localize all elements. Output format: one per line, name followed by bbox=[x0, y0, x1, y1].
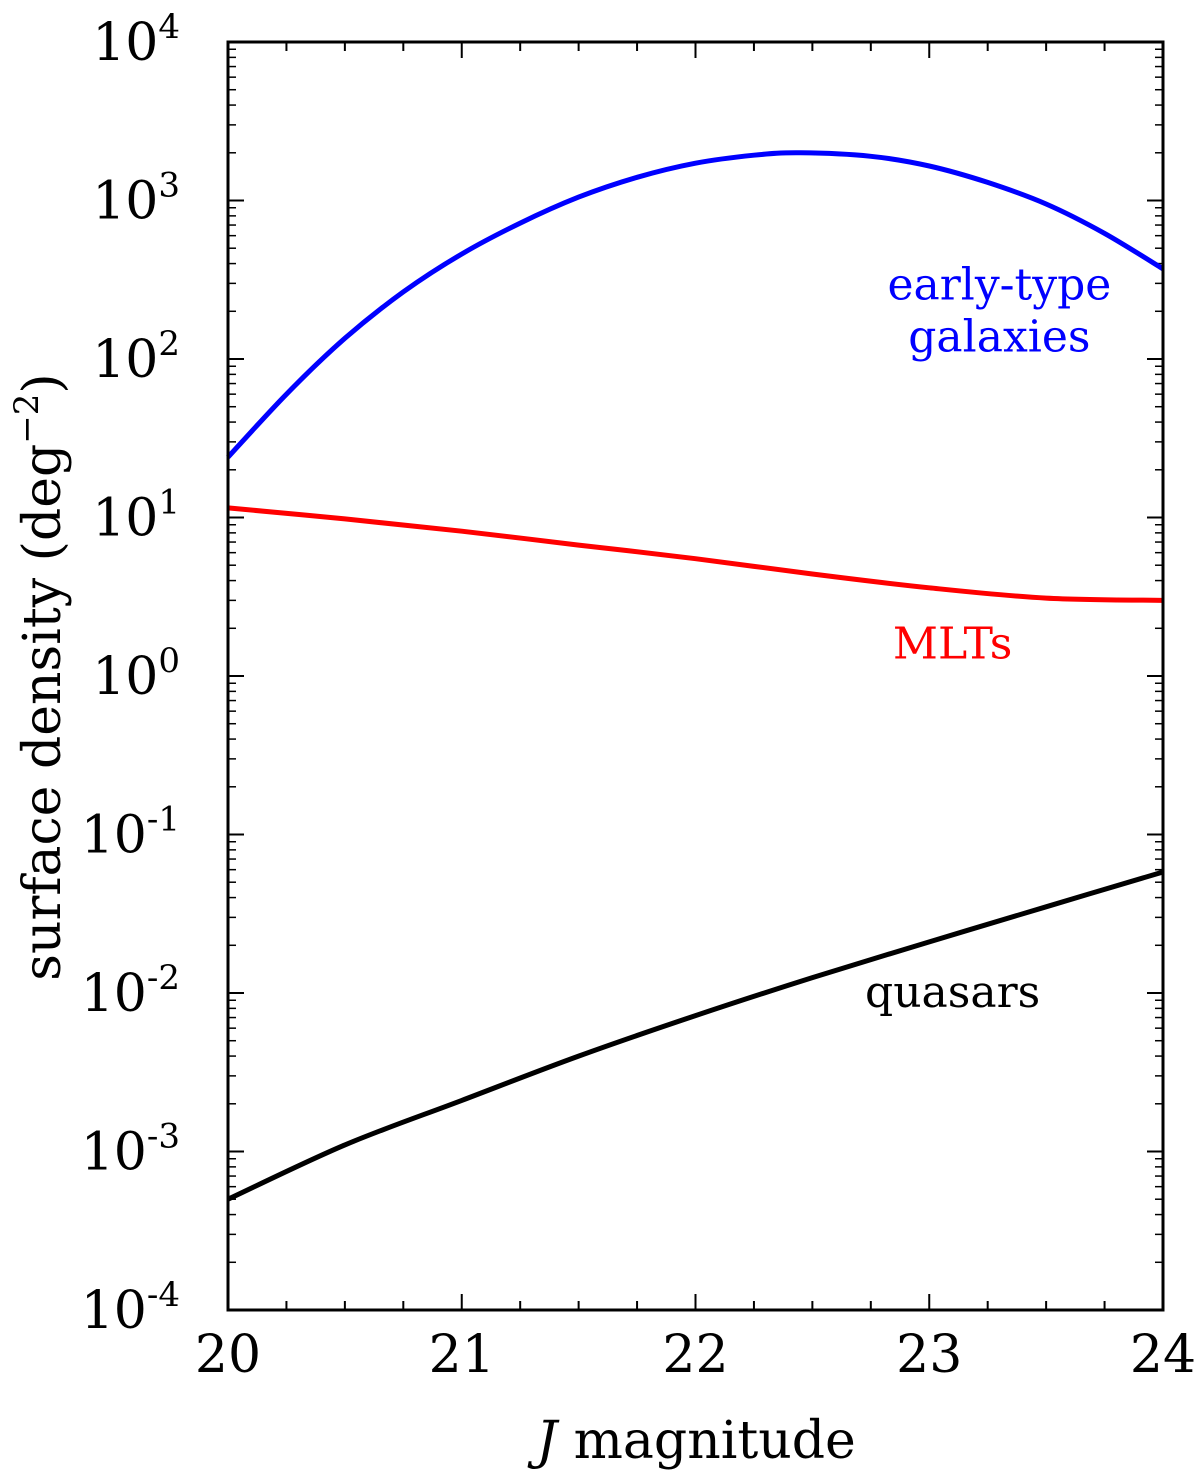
y-tick-label: 10-2 bbox=[81, 958, 180, 1024]
y-tick-label: 10-1 bbox=[81, 800, 180, 866]
y-tick-label: 104 bbox=[92, 7, 180, 73]
series-annotation-quasars: quasars bbox=[865, 967, 1040, 1018]
tick-labels: 20 21 22 23 24 104 103 102 101 100 10-1 10-2 10-3 10-… bbox=[81, 7, 1196, 1385]
y-axis-label: surface density (deg−2) bbox=[7, 373, 73, 980]
y-tick-label: 102 bbox=[92, 324, 180, 390]
series-annotation-early-type-galaxies: early-type galaxies bbox=[887, 259, 1111, 362]
series-line-mlts bbox=[227, 505, 1164, 603]
series-annotation-mlts: MLTs bbox=[893, 618, 1012, 669]
series-line-quasars bbox=[226, 869, 1164, 1202]
y-axis-label-sup: −2 bbox=[7, 394, 47, 444]
y-axis-label-main: surface density (deg bbox=[13, 444, 73, 981]
x-axis-label-rest: magnitude bbox=[557, 1411, 856, 1471]
y-tick-label: 103 bbox=[92, 166, 180, 232]
plot-frame bbox=[226, 40, 1165, 1312]
y-axis-label-close: ) bbox=[13, 373, 73, 393]
x-tick-label: 24 bbox=[1130, 1325, 1196, 1385]
series-lines bbox=[226, 150, 1165, 1202]
y-tick-label: 10-3 bbox=[81, 1117, 180, 1183]
series-line-early-type-galaxies bbox=[226, 150, 1165, 459]
x-tick-label: 23 bbox=[896, 1325, 962, 1385]
x-tick-label: 20 bbox=[195, 1325, 261, 1385]
x-tick-label: 22 bbox=[662, 1325, 728, 1385]
x-axis-label: J magnitude bbox=[527, 1411, 856, 1471]
y-tick-label: 100 bbox=[92, 641, 180, 707]
x-axis-label-italic: J bbox=[527, 1411, 560, 1471]
y-tick-label: 101 bbox=[92, 483, 180, 549]
tick-marks bbox=[227, 41, 1164, 1311]
y-tick-label: 10-4 bbox=[81, 1275, 180, 1341]
x-tick-label: 21 bbox=[429, 1325, 495, 1385]
